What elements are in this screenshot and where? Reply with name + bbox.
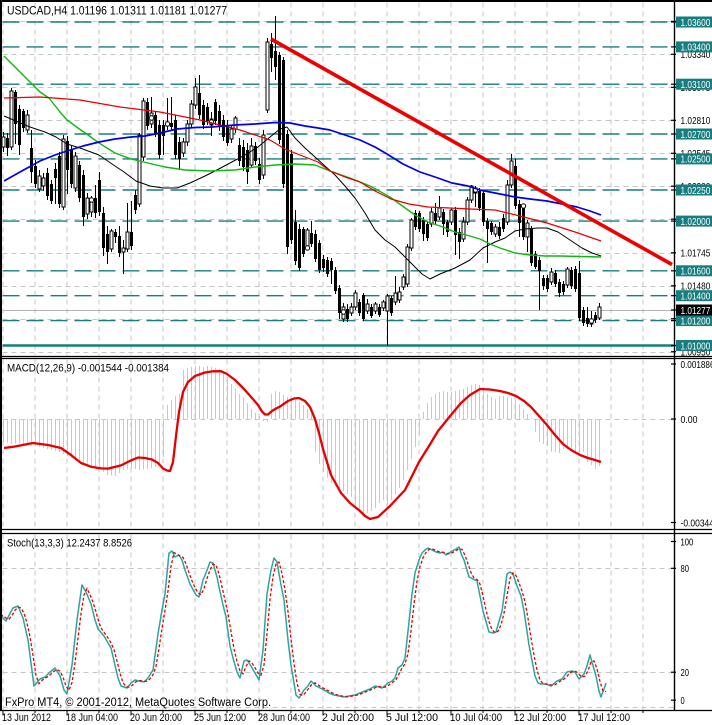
svg-text:FxPro MT4, © 2001-2012, MetaQu: FxPro MT4, © 2001-2012, MetaQuotes Softw… — [5, 697, 271, 709]
svg-text:20: 20 — [681, 667, 690, 679]
svg-text:20 Jun 20:00: 20 Jun 20:00 — [130, 712, 182, 724]
svg-text:1.01000: 1.01000 — [681, 340, 711, 352]
svg-text:0: 0 — [681, 695, 685, 707]
svg-text:1.01600: 1.01600 — [681, 266, 711, 278]
svg-text:0.00: 0.00 — [681, 414, 698, 426]
svg-text:1.02500: 1.02500 — [681, 154, 711, 166]
svg-text:1.03100: 1.03100 — [681, 79, 711, 91]
svg-text:1.03600: 1.03600 — [681, 17, 711, 29]
svg-text:17 Jul 12:00: 17 Jul 12:00 — [578, 712, 630, 724]
svg-text:1.02700: 1.02700 — [681, 129, 711, 141]
svg-text:25 Jun 12:00: 25 Jun 12:00 — [194, 712, 246, 724]
svg-text:5 Jul 12:00: 5 Jul 12:00 — [386, 712, 438, 724]
svg-text:1.01745: 1.01745 — [681, 248, 711, 260]
svg-text:1.01277: 1.01277 — [681, 305, 711, 317]
svg-text:10 Jul 04:00: 10 Jul 04:00 — [450, 712, 502, 724]
svg-text:13 Jun 2012: 13 Jun 2012 — [2, 712, 51, 724]
svg-text:1.01400: 1.01400 — [681, 291, 711, 303]
svg-text:1.02250: 1.02250 — [681, 185, 711, 197]
svg-text:100: 100 — [681, 536, 694, 548]
svg-text:1.02000: 1.02000 — [681, 216, 711, 228]
svg-text:1.01480: 1.01480 — [681, 281, 711, 293]
svg-text:Stoch(13,3,3) 12.2437 8.8526: Stoch(13,3,3) 12.2437 8.8526 — [7, 538, 132, 550]
svg-text:18 Jun 04:00: 18 Jun 04:00 — [66, 712, 118, 724]
svg-text:MACD(12,26,9) -0.001544 -0.001: MACD(12,26,9) -0.001544 -0.001384 — [7, 363, 169, 375]
svg-text:0.001886: 0.001886 — [681, 359, 712, 371]
svg-text:28 Jun 04:00: 28 Jun 04:00 — [258, 712, 310, 724]
svg-text:80: 80 — [681, 563, 690, 575]
svg-text:1.03400: 1.03400 — [681, 42, 711, 54]
svg-text:USDCAD,H4 1.01196 1.01311 1.0: USDCAD,H4 1.01196 1.01311 1.01181 1.0127… — [7, 6, 227, 18]
svg-text:1.02810: 1.02810 — [681, 115, 711, 127]
svg-text:12 Jul 20:00: 12 Jul 20:00 — [514, 712, 566, 724]
svg-text:-0.003444: -0.003444 — [681, 517, 712, 529]
svg-text:2 Jul 20:00: 2 Jul 20:00 — [322, 712, 374, 724]
svg-text:1.01200: 1.01200 — [681, 315, 711, 327]
